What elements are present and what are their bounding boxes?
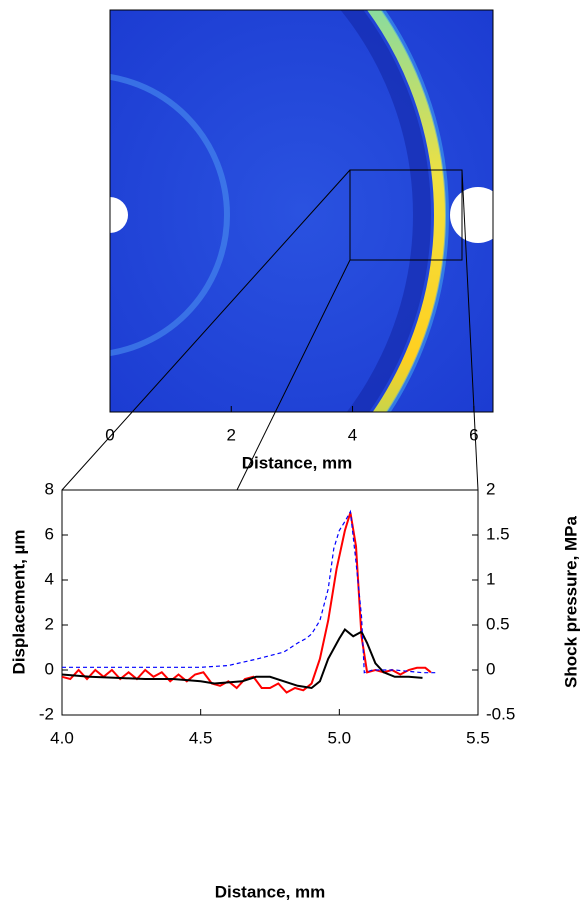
plot-frame (61, 489, 479, 716)
y2-tick-label: 1.5 (486, 524, 510, 543)
y-tick-label: 4 (45, 569, 54, 588)
x-tick-label: 4 (348, 425, 357, 444)
y2-tick-label: -0.5 (486, 704, 515, 723)
heatmap-image (110, 10, 493, 412)
y2-tick-label: 0.5 (486, 614, 510, 633)
y-tick-label: 2 (45, 614, 54, 633)
x-tick-label: 4.5 (189, 728, 213, 747)
data-line (61, 512, 432, 694)
x-tick-label: 4.0 (50, 728, 74, 747)
x-tick-label: 5.0 (328, 728, 352, 747)
x-tick-label: 0 (105, 425, 114, 444)
y-tick-label: -2 (39, 704, 54, 723)
y-tick-label: 6 (45, 524, 54, 543)
x-tick-label: 5.5 (466, 728, 490, 747)
y2-axis-label: Shock pressure, MPa (561, 515, 580, 688)
x-axis-label: Distance, mm (242, 453, 353, 472)
y2-tick-label: 1 (486, 569, 495, 588)
x-tick-label: 2 (227, 425, 236, 444)
y2-tick-label: 2 (486, 479, 495, 498)
y-tick-label: 8 (45, 479, 54, 498)
x-tick-label: 6 (469, 425, 478, 444)
x-axis-label: Distance, mm (215, 882, 326, 901)
y2-tick-label: 0 (486, 659, 495, 678)
data-line (62, 509, 437, 674)
y-axis-label: Displacement, µm (9, 530, 28, 675)
y-tick-label: 0 (45, 659, 54, 678)
data-line (61, 628, 423, 690)
